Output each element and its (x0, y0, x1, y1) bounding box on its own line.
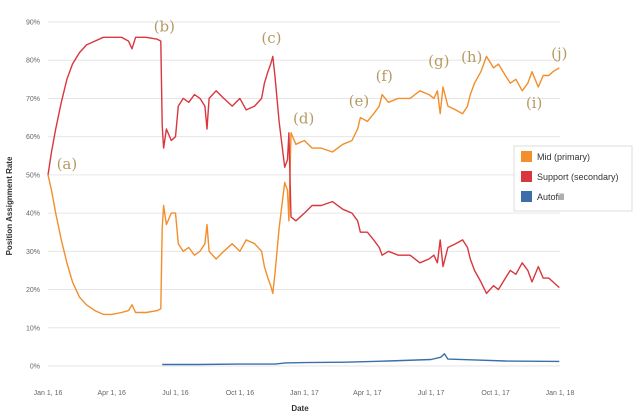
annotation-label: (c) (261, 29, 281, 47)
y-tick-label: 90% (26, 20, 40, 27)
x-tick-label: Apr 1, 17 (353, 390, 382, 397)
annotation-label: (b) (154, 18, 175, 36)
annotation-label: (e) (349, 92, 370, 110)
legend: Mid (primary) Support (secondary) Autofill (513, 145, 633, 212)
y-axis-ticks: 0% 10% 20% 30% 40% 50% 60% 70% 80% 90% (26, 20, 40, 371)
x-axis-ticks: Jan 1, 16 Apr 1, 16 Jul 1, 16 Oct 1, 16 Jan … (34, 390, 575, 397)
y-tick-label: 30% (26, 249, 40, 256)
x-tick-label: Jan 1, 17 (290, 390, 319, 397)
legend-box (513, 145, 633, 212)
y-tick-label: 40% (26, 211, 40, 218)
annotations: (a) (b) (c) (d) (e) (f) (g) (h) (i) (j) (57, 18, 568, 174)
annotation-label: (h) (461, 48, 482, 66)
annotation-label: (f) (376, 67, 393, 85)
annotation-label: (j) (551, 44, 567, 62)
legend-swatch (521, 151, 532, 162)
y-tick-label: 60% (26, 134, 40, 141)
y-axis-title: Position Assignment Rate (5, 156, 14, 255)
annotation-label: (g) (428, 52, 449, 70)
legend-entry: Autofill (537, 192, 564, 202)
x-tick-label: Oct 1, 16 (226, 390, 255, 397)
x-tick-label: Oct 1, 17 (481, 390, 510, 397)
x-tick-label: Jan 1, 16 (34, 390, 63, 397)
y-tick-label: 10% (26, 325, 40, 332)
series-line-2 (162, 353, 560, 366)
y-tick-label: 70% (26, 96, 40, 103)
series-line-1 (47, 36, 560, 295)
x-axis-title: Date (291, 404, 309, 413)
annotation-label: (a) (57, 155, 78, 173)
legend-swatch (521, 191, 532, 202)
annotation-label: (d) (293, 109, 314, 127)
annotation-label: (i) (526, 94, 543, 112)
x-tick-label: Jan 1, 18 (546, 390, 575, 397)
grid-lines (48, 21, 560, 367)
y-tick-label: 80% (26, 58, 40, 65)
y-tick-label: 50% (26, 172, 40, 179)
x-tick-label: Jul 1, 17 (418, 390, 445, 397)
x-tick-label: Apr 1, 16 (98, 390, 127, 397)
x-tick-label: Jul 1, 16 (162, 390, 189, 397)
y-tick-label: 0% (30, 364, 40, 371)
series-lines (47, 36, 560, 366)
series-line-0 (47, 55, 560, 316)
legend-entry: Mid (primary) (537, 152, 590, 162)
y-tick-label: 20% (26, 287, 40, 294)
legend-entry: Support (secondary) (537, 172, 619, 182)
legend-swatch (521, 171, 532, 182)
